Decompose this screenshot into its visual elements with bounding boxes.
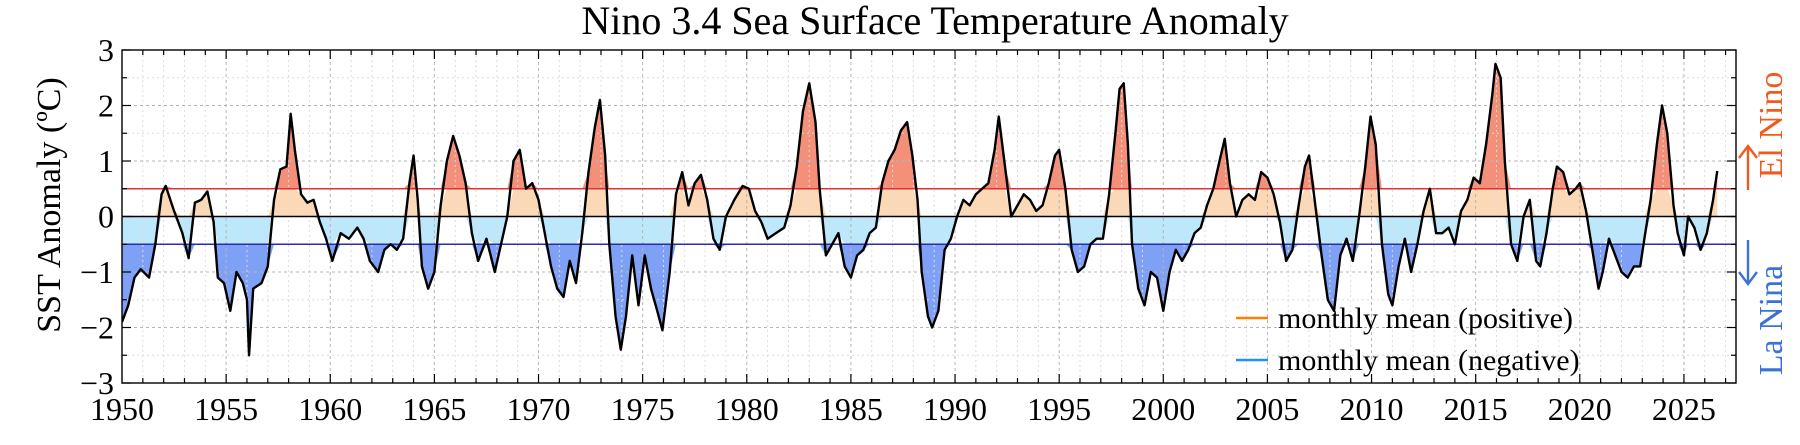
- x-tick-label: 1960: [298, 391, 362, 427]
- side-annotations: El Nino La Nina: [1738, 72, 1790, 375]
- legend: monthly mean (positive) monthly mean (neg…: [1236, 302, 1580, 377]
- weak-positive-fill: [122, 188, 1718, 217]
- y-tick-label: −1: [80, 254, 114, 290]
- legend-label: monthly mean (negative): [1278, 344, 1580, 377]
- axes: 1950 1955 1960 1965 1970 1975 1980 1985 1990 1995…: [80, 32, 1737, 427]
- x-tick-label: 1975: [611, 391, 675, 427]
- x-tick-label: 2020: [1548, 391, 1612, 427]
- x-tick-label: 2015: [1444, 391, 1508, 427]
- y-axis-label: SST Anomaly (ºC): [31, 77, 68, 333]
- x-tick-label: 2005: [1235, 391, 1299, 427]
- x-tick-label: 2025: [1652, 391, 1716, 427]
- y-tick-label: 3: [98, 32, 114, 68]
- x-tick-label: 1990: [923, 391, 987, 427]
- y-tick-label: 1: [98, 143, 114, 179]
- x-tick-label: 1955: [194, 391, 258, 427]
- x-tick-label: 1950: [90, 391, 154, 427]
- x-tick-label: 2010: [1340, 391, 1404, 427]
- down-arrow-icon: [1738, 240, 1758, 286]
- el-nino-label: El Nino: [1753, 72, 1790, 179]
- x-tick-label: 1995: [1027, 391, 1091, 427]
- y-tick-label: 2: [98, 88, 114, 124]
- up-arrow-icon: [1738, 144, 1758, 190]
- x-tick-label: 1965: [402, 391, 466, 427]
- x-tick-label: 2000: [1131, 391, 1195, 427]
- y-tick-label: 0: [98, 199, 114, 235]
- x-tick-label: 1985: [819, 391, 883, 427]
- chart-title: Nino 3.4 Sea Surface Temperature Anomaly: [581, 0, 1288, 43]
- x-tick-label: 1980: [715, 391, 779, 427]
- y-tick-label: −2: [80, 310, 114, 346]
- legend-label: monthly mean (positive): [1278, 302, 1573, 335]
- strong-positive-fill: [122, 63, 1718, 189]
- y-tick-label: −3: [80, 365, 114, 401]
- la-nina-label: La Nina: [1753, 265, 1790, 375]
- x-tick-label: 1970: [507, 391, 571, 427]
- anomaly-series-line: [122, 62, 1719, 357]
- series-layer: [122, 62, 1719, 357]
- text-labels: Nino 3.4 Sea Surface Temperature Anomaly…: [31, 0, 1289, 333]
